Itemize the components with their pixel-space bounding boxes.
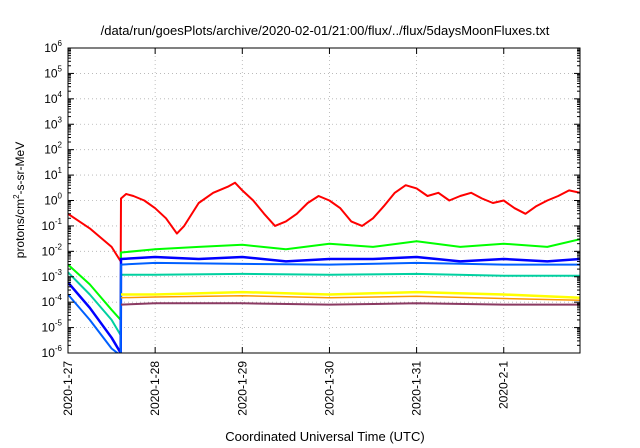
y-axis-label-sup: 2 <box>12 194 21 199</box>
y-axis-label-pre: protons/cm <box>13 199 27 258</box>
series-layer <box>68 181 580 353</box>
y-tick-base: 10 <box>44 143 58 157</box>
y-tick-base: 10 <box>42 270 56 284</box>
y-tick-label: 10-6 <box>42 344 63 360</box>
x-tick-label: 2020-1-29 <box>235 361 249 416</box>
y-tick-label: 102 <box>44 141 62 157</box>
y-tick-exponent: -1 <box>55 217 63 226</box>
y-tick-label: 106 <box>44 39 62 55</box>
y-tick-base: 10 <box>42 295 56 309</box>
y-tick-exponent: -5 <box>55 319 63 328</box>
y-tick-label: 103 <box>44 115 62 131</box>
y-tick-exponent: 3 <box>58 115 63 124</box>
y-tick-base: 10 <box>42 244 56 258</box>
series-line-7 <box>120 294 580 301</box>
y-tick-label: 100 <box>44 192 62 208</box>
y-tick-base: 10 <box>44 194 58 208</box>
x-tick-label: 2020-1-30 <box>322 361 336 416</box>
y-tick-label: 10-5 <box>42 319 63 335</box>
x-axis: 2020-1-27 2020-1-28 2020-1-29 2020-1-30 2020… <box>61 48 511 416</box>
y-axis: 10-610-510-410-310-210-11001011021031041… <box>42 39 580 360</box>
chart-title: /data/run/goesPlots/archive/2020-02-01/2… <box>101 23 550 38</box>
x-tick-label: 2020-1-28 <box>148 361 162 416</box>
y-tick-base: 10 <box>44 41 58 55</box>
series-line-2 <box>68 238 580 321</box>
y-tick-exponent: 5 <box>58 64 63 73</box>
y-tick-base: 10 <box>42 321 56 335</box>
y-tick-base: 10 <box>44 168 58 182</box>
x-tick-label: 2020-1-27 <box>61 361 75 416</box>
y-tick-label: 105 <box>44 64 62 80</box>
y-tick-base: 10 <box>42 219 56 233</box>
x-tick-label: 2020-1-31 <box>410 361 424 416</box>
y-tick-label: 10-2 <box>42 242 63 258</box>
y-tick-base: 10 <box>42 346 56 360</box>
y-tick-exponent: 6 <box>58 39 63 48</box>
series-line-6 <box>121 290 580 299</box>
y-tick-base: 10 <box>44 66 58 80</box>
series-line-8 <box>120 302 580 306</box>
x-axis-label: Coordinated Universal Time (UTC) <box>225 429 424 444</box>
y-tick-base: 10 <box>44 117 58 131</box>
y-axis-label-post: -s-sr-MeV <box>13 142 27 195</box>
y-tick-exponent: -6 <box>55 344 63 353</box>
y-tick-exponent: 1 <box>58 166 63 175</box>
y-axis-label: protons/cm2-s-sr-MeV <box>12 142 27 258</box>
y-tick-exponent: -4 <box>55 293 63 302</box>
y-tick-label: 10-1 <box>42 217 63 233</box>
y-tick-exponent: -2 <box>55 242 63 251</box>
y-tick-exponent: 2 <box>58 141 63 150</box>
y-tick-exponent: -3 <box>55 268 63 277</box>
y-tick-label: 101 <box>44 166 62 182</box>
y-tick-base: 10 <box>44 92 58 106</box>
y-tick-exponent: 0 <box>58 192 63 201</box>
series-line-4 <box>68 255 580 353</box>
series-line-5 <box>68 261 580 353</box>
y-tick-label: 10-4 <box>42 293 63 309</box>
y-tick-exponent: 4 <box>58 90 63 99</box>
series-line-1 <box>68 181 580 263</box>
x-tick-label: 2020-2-1 <box>497 361 511 409</box>
y-tick-label: 104 <box>44 90 62 106</box>
series-line-3 <box>68 271 580 337</box>
y-tick-label: 10-3 <box>42 268 63 284</box>
